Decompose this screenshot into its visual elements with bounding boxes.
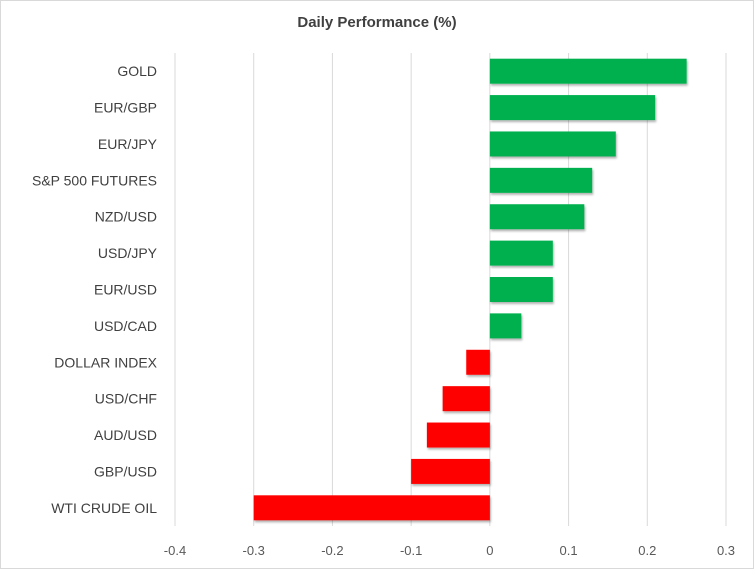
x-tick-label: 0 <box>486 543 493 558</box>
bar-eur-usd <box>489 277 553 302</box>
category-label: AUD/USD <box>94 427 157 443</box>
category-label: EUR/GBP <box>94 100 157 116</box>
x-tick-label: -0.3 <box>243 543 265 558</box>
category-label: EUR/USD <box>94 282 157 298</box>
category-label: EUR/JPY <box>98 136 158 152</box>
bar-aud-usd <box>426 422 490 448</box>
x-tick-label: -0.1 <box>400 543 422 558</box>
bar-gold <box>489 58 687 84</box>
bar-nzd-usd <box>489 204 585 230</box>
bar-usd-jpy <box>489 240 553 266</box>
x-tick-label: 0.1 <box>560 543 578 558</box>
category-label: USD/CAD <box>94 318 157 334</box>
category-label: DOLLAR INDEX <box>54 354 157 370</box>
x-tick-label: 0.3 <box>717 543 735 558</box>
bar-wti-crude-oil <box>253 495 490 521</box>
category-label: USD/CHF <box>95 391 157 407</box>
category-label: USD/JPY <box>98 245 158 261</box>
bar-eur-gbp <box>489 95 656 121</box>
bar-usd-chf <box>442 386 490 412</box>
bar-dollar-index <box>466 349 490 375</box>
category-label: NZD/USD <box>95 209 157 225</box>
bar-eur-jpy <box>489 131 616 157</box>
bar-usd-cad <box>489 313 522 339</box>
category-label: GBP/USD <box>94 463 157 479</box>
x-tick-label: -0.4 <box>164 543 186 558</box>
category-label: GOLD <box>117 63 157 79</box>
x-tick-label: 0.2 <box>638 543 656 558</box>
chart-title: Daily Performance (%) <box>297 14 457 31</box>
bar-s-p-500-futures <box>489 167 593 193</box>
category-label: S&P 500 FUTURES <box>32 172 157 188</box>
bar-gbp-usd <box>411 458 490 484</box>
x-tick-label: -0.2 <box>321 543 343 558</box>
category-label: WTI CRUDE OIL <box>51 500 157 516</box>
